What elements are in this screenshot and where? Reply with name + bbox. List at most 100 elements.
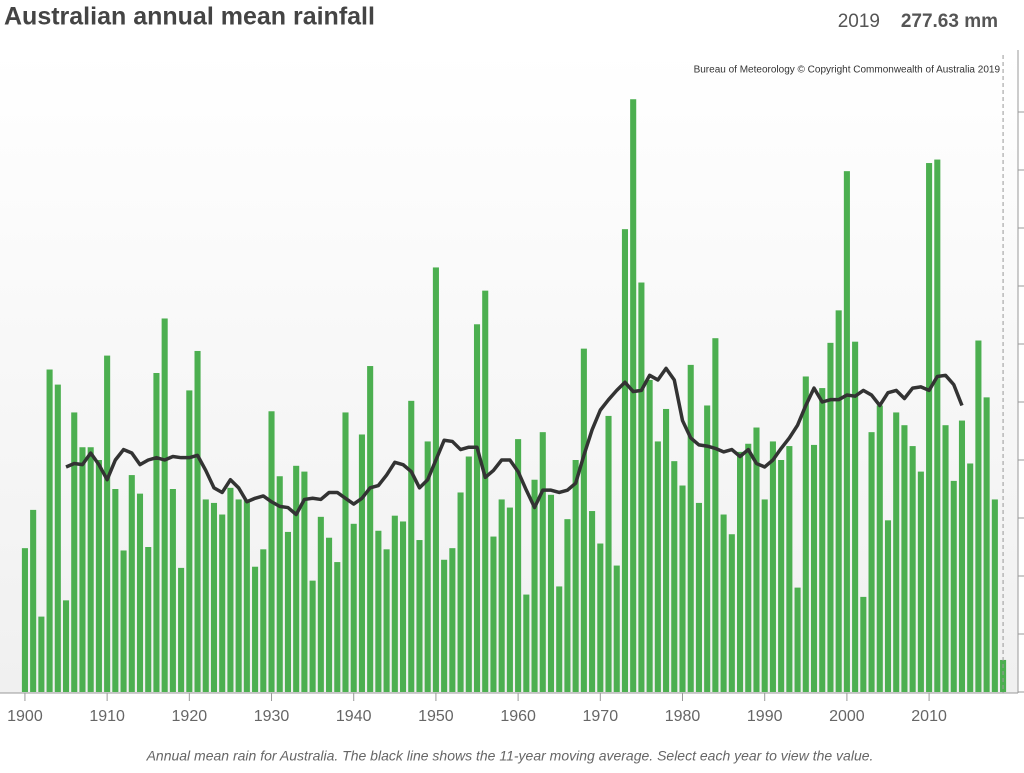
- bar[interactable]: [917, 471, 924, 692]
- bar[interactable]: [186, 390, 193, 692]
- bar[interactable]: [498, 499, 505, 692]
- bar[interactable]: [605, 415, 612, 692]
- bar[interactable]: [671, 461, 678, 692]
- bar[interactable]: [309, 580, 316, 692]
- bar[interactable]: [679, 485, 686, 692]
- bar[interactable]: [268, 411, 275, 692]
- bar[interactable]: [219, 514, 226, 692]
- bar[interactable]: [515, 439, 522, 692]
- bar[interactable]: [819, 388, 826, 692]
- bar[interactable]: [975, 340, 982, 692]
- bar[interactable]: [794, 587, 801, 692]
- bar[interactable]: [736, 451, 744, 692]
- bar[interactable]: [342, 412, 349, 692]
- bar[interactable]: [326, 537, 333, 692]
- bar[interactable]: [243, 499, 250, 692]
- bar[interactable]: [334, 562, 341, 692]
- bar[interactable]: [893, 412, 900, 692]
- bar[interactable]: [145, 547, 152, 692]
- bar[interactable]: [958, 420, 966, 692]
- bar[interactable]: [613, 565, 620, 692]
- bar[interactable]: [531, 479, 538, 692]
- bar[interactable]: [942, 425, 949, 692]
- bar[interactable]: [991, 499, 998, 692]
- bar[interactable]: [950, 480, 957, 692]
- bar[interactable]: [506, 507, 513, 692]
- bar[interactable]: [449, 548, 456, 692]
- bar[interactable]: [630, 99, 637, 693]
- bar[interactable]: [432, 267, 439, 692]
- bar[interactable]: [54, 384, 61, 692]
- bar[interactable]: [490, 536, 497, 692]
- bar[interactable]: [210, 502, 218, 692]
- bar[interactable]: [358, 434, 365, 692]
- bar[interactable]: [589, 511, 596, 692]
- bar[interactable]: [884, 520, 892, 692]
- bar[interactable]: [71, 412, 78, 692]
- bar[interactable]: [120, 550, 127, 692]
- bar[interactable]: [465, 456, 472, 692]
- bar[interactable]: [745, 443, 752, 692]
- bar[interactable]: [317, 516, 324, 692]
- bar[interactable]: [712, 338, 719, 692]
- bar[interactable]: [375, 530, 382, 692]
- bar[interactable]: [383, 549, 390, 692]
- bar[interactable]: [62, 600, 70, 692]
- bar[interactable]: [810, 444, 818, 692]
- bar[interactable]: [276, 476, 283, 692]
- bar[interactable]: [87, 447, 94, 692]
- bar[interactable]: [967, 463, 974, 692]
- bar[interactable]: [539, 432, 546, 692]
- bar[interactable]: [687, 364, 694, 692]
- bar[interactable]: [761, 499, 768, 692]
- bar[interactable]: [408, 400, 415, 692]
- bar[interactable]: [802, 376, 809, 692]
- bar[interactable]: [786, 446, 793, 692]
- bar[interactable]: [646, 379, 653, 692]
- bar[interactable]: [95, 460, 102, 692]
- bar[interactable]: [580, 348, 587, 692]
- bar[interactable]: [252, 566, 259, 692]
- bar[interactable]: [350, 523, 357, 692]
- bar[interactable]: [128, 475, 135, 692]
- bar[interactable]: [1000, 659, 1007, 692]
- bar[interactable]: [202, 499, 209, 692]
- bar[interactable]: [136, 493, 144, 692]
- bar[interactable]: [778, 460, 785, 692]
- bar[interactable]: [301, 471, 308, 692]
- bar[interactable]: [284, 531, 292, 692]
- bar[interactable]: [235, 499, 242, 692]
- bar[interactable]: [827, 342, 834, 692]
- bar[interactable]: [843, 171, 850, 692]
- bar[interactable]: [556, 586, 563, 692]
- bar[interactable]: [441, 559, 448, 692]
- bar[interactable]: [523, 594, 530, 692]
- bar[interactable]: [194, 350, 201, 692]
- bar[interactable]: [457, 492, 464, 692]
- bar[interactable]: [983, 397, 990, 692]
- bar[interactable]: [367, 366, 374, 692]
- bar[interactable]: [835, 310, 842, 692]
- bar[interactable]: [153, 373, 160, 692]
- bar[interactable]: [572, 460, 579, 692]
- bar[interactable]: [260, 549, 267, 692]
- bar[interactable]: [695, 502, 702, 692]
- bar[interactable]: [876, 405, 883, 692]
- bar[interactable]: [178, 567, 185, 692]
- bar[interactable]: [728, 534, 735, 692]
- bar[interactable]: [482, 290, 489, 692]
- bar[interactable]: [720, 514, 727, 692]
- bar[interactable]: [663, 408, 670, 692]
- bar[interactable]: [399, 521, 407, 692]
- bar[interactable]: [597, 543, 604, 692]
- bar[interactable]: [227, 487, 234, 692]
- bar[interactable]: [909, 446, 916, 692]
- bar[interactable]: [104, 355, 111, 692]
- bar[interactable]: [547, 494, 555, 692]
- bar[interactable]: [38, 616, 45, 692]
- bar[interactable]: [293, 465, 300, 692]
- bar[interactable]: [169, 489, 176, 692]
- bar[interactable]: [424, 441, 431, 692]
- bar[interactable]: [934, 159, 941, 692]
- bar[interactable]: [21, 548, 28, 692]
